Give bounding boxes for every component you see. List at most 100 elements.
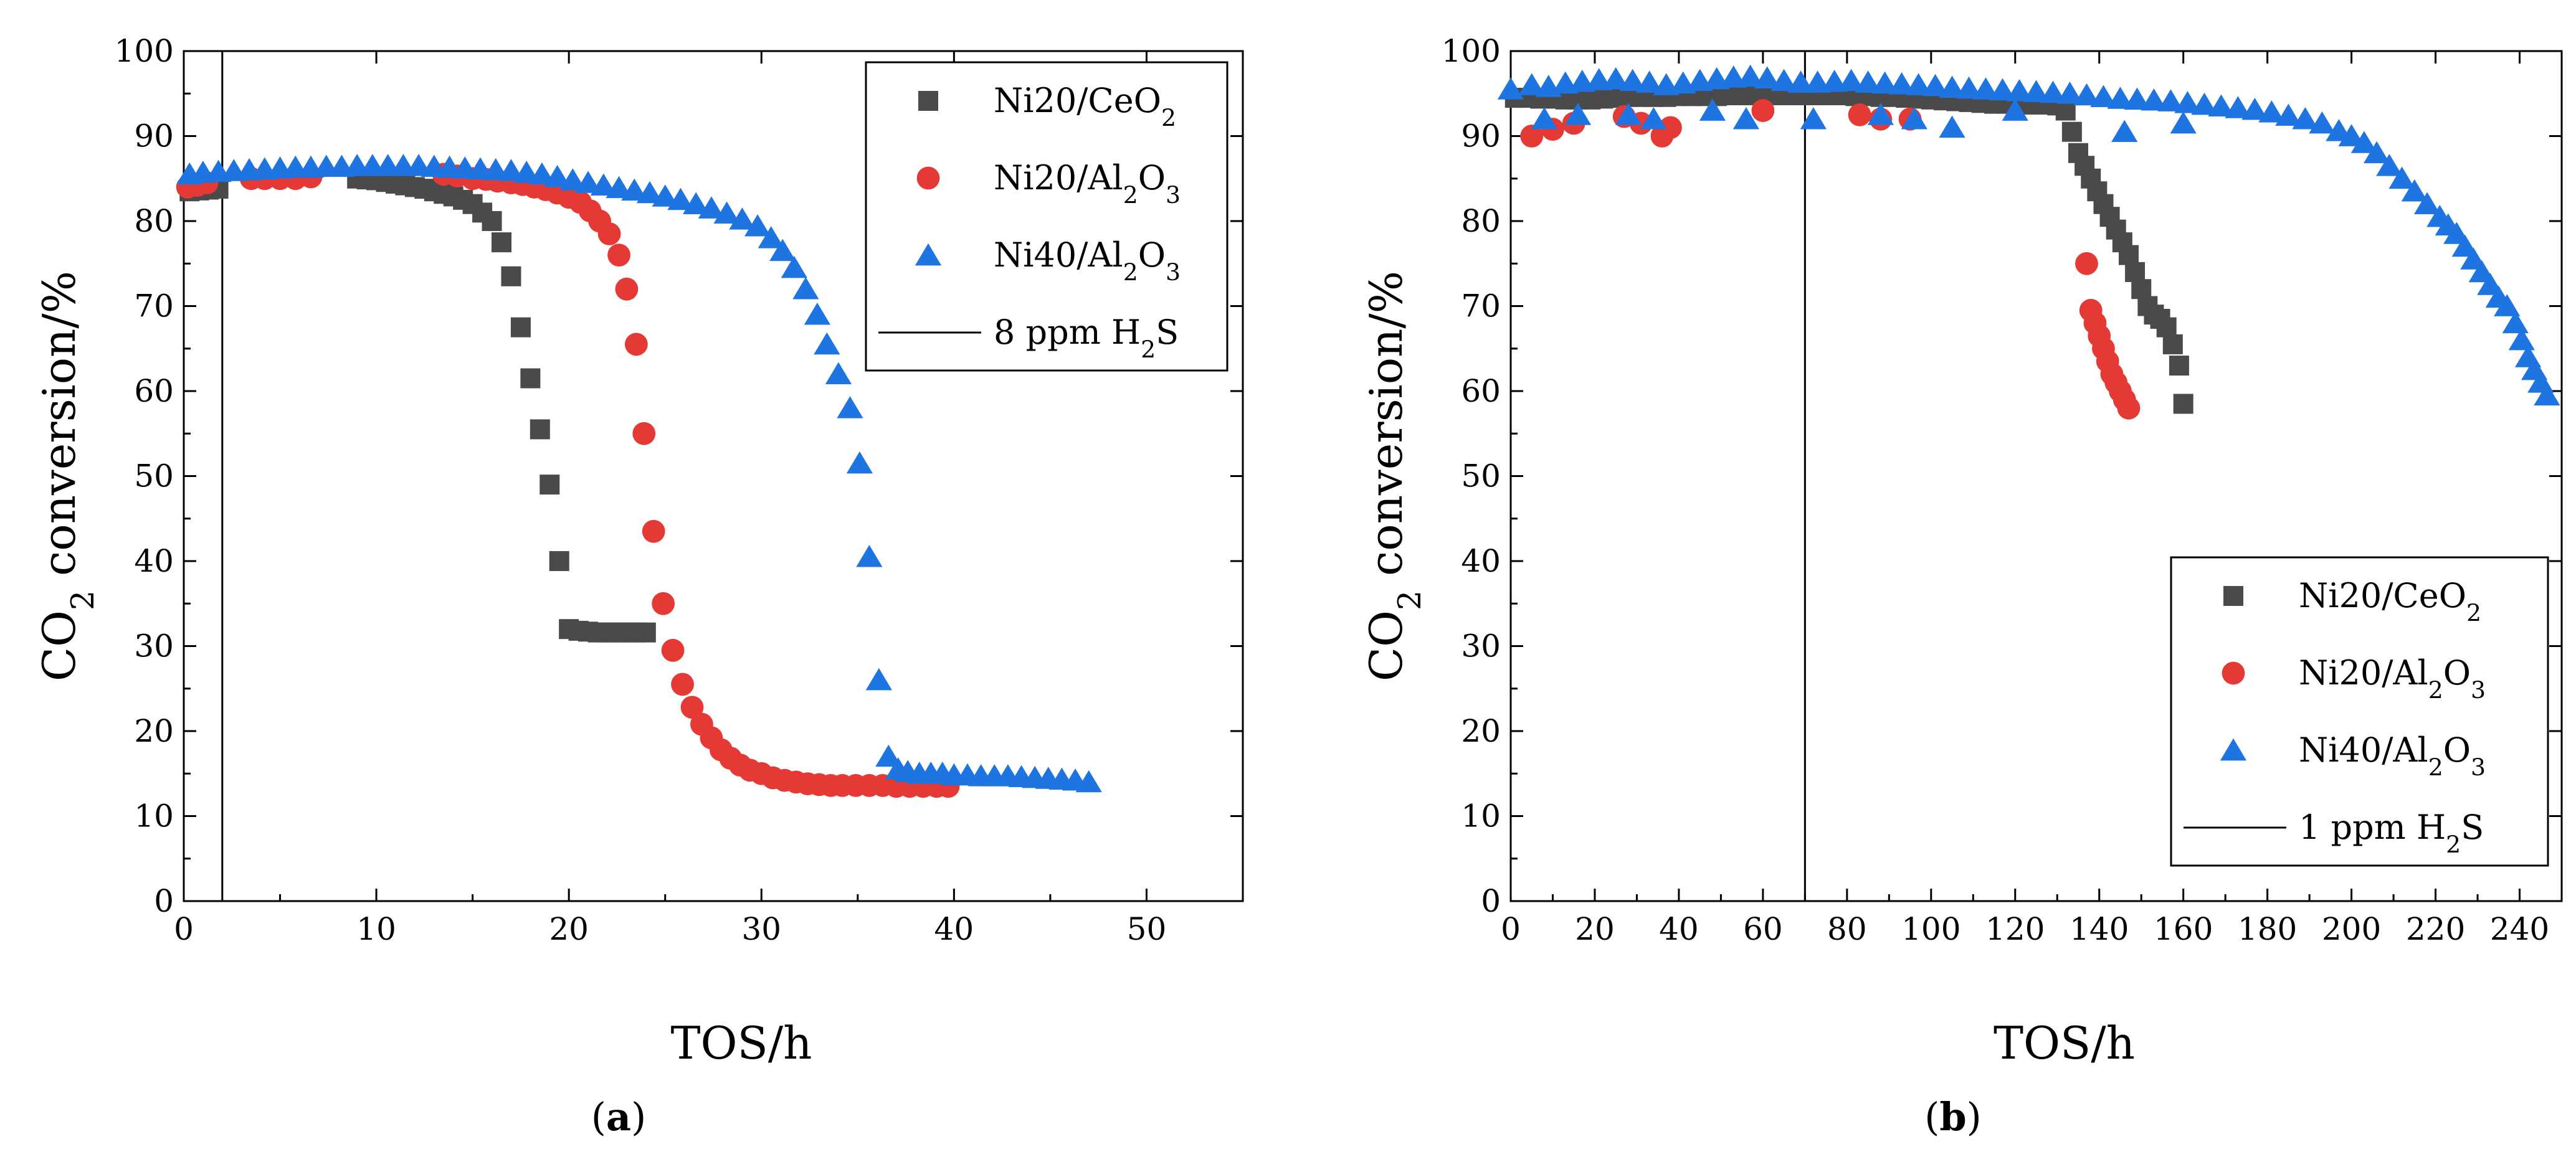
data-point xyxy=(1520,125,1544,148)
legend-label-prefix: Ni20/CeO xyxy=(994,81,1161,120)
data-point xyxy=(856,544,883,567)
legend-label-sub: 2 xyxy=(1123,258,1138,286)
data-point xyxy=(530,419,550,440)
data-point xyxy=(2350,131,2377,153)
x-tick-label: 0 xyxy=(1501,911,1521,947)
series-Ni20/Al2O3 xyxy=(176,163,960,798)
data-point xyxy=(1518,73,1545,95)
data-point xyxy=(1751,99,1775,122)
x-tick-label: 120 xyxy=(1985,911,2045,947)
data-point xyxy=(769,239,796,262)
data-point xyxy=(652,592,675,615)
data-point xyxy=(597,222,621,245)
data-point xyxy=(2401,179,2428,202)
data-point xyxy=(1956,76,1982,99)
data-point xyxy=(729,207,756,230)
legend-label-suffix: O xyxy=(1138,158,1166,197)
data-point xyxy=(683,192,710,215)
legend-box xyxy=(2170,556,2549,867)
legend-label: Ni20/CeO2 xyxy=(2299,576,2481,626)
legend-label-suffix: O xyxy=(1138,235,1166,275)
data-point xyxy=(636,181,663,204)
data-point xyxy=(2388,166,2415,189)
data-point xyxy=(1659,116,1682,139)
panel-paren-open: ( xyxy=(1924,1094,1939,1140)
panel-label: (a) xyxy=(591,1094,647,1140)
data-point xyxy=(1848,103,1871,126)
data-point xyxy=(713,201,740,224)
legend-label-prefix: Ni40/Al xyxy=(994,235,1123,275)
data-point xyxy=(1972,77,1999,100)
data-point xyxy=(661,638,685,662)
data-point xyxy=(2170,111,2197,134)
data-point xyxy=(2502,311,2529,334)
series-Ni40/Al2O3 xyxy=(176,154,1102,793)
data-point xyxy=(1615,103,1642,125)
legend-label-sub: 2 xyxy=(2428,676,2443,704)
data-point xyxy=(2006,78,2033,102)
x-tick-label: 100 xyxy=(1901,911,1961,947)
panel-paren-open: ( xyxy=(591,1094,606,1140)
x-tick-label: 200 xyxy=(2322,911,2381,947)
data-point xyxy=(1871,71,1898,94)
x-tick-label: 180 xyxy=(2238,911,2297,947)
legend-label-sub: 2 xyxy=(1161,104,1176,131)
data-point xyxy=(2075,252,2098,275)
legend-label: Ni20/Al2O3 xyxy=(2299,653,2486,704)
legend-label-prefix: Ni20/Al xyxy=(994,158,1123,197)
data-point xyxy=(2338,124,2365,146)
data-point xyxy=(1770,68,1797,92)
data-point xyxy=(2061,121,2082,142)
data-point xyxy=(621,178,648,201)
legend-label-prefix: Ni20/Al xyxy=(2299,653,2428,692)
data-point xyxy=(758,226,784,248)
y-tick-label: 20 xyxy=(1461,713,1501,749)
data-point xyxy=(2534,383,2560,406)
data-point xyxy=(804,302,831,325)
data-point xyxy=(2141,88,2167,111)
data-point xyxy=(544,164,571,187)
data-point xyxy=(1531,107,1558,130)
y-tick-label: 60 xyxy=(1461,373,1501,409)
data-point xyxy=(2241,97,2268,120)
y-tick-label: 30 xyxy=(134,628,174,664)
data-point xyxy=(2363,141,2390,164)
data-point xyxy=(1602,67,1629,90)
legend-label-suffix: S xyxy=(1156,313,1179,352)
data-point xyxy=(1905,73,1932,95)
y-tick-label: 70 xyxy=(134,288,174,324)
data-point xyxy=(528,162,556,185)
y-axis-title-suffix: conversion/% xyxy=(33,271,85,590)
y-tick-label: 90 xyxy=(1461,118,1501,154)
y-tick-label: 0 xyxy=(154,883,174,919)
data-point xyxy=(2191,92,2218,115)
data-point xyxy=(1564,103,1592,125)
y-tick-label: 60 xyxy=(134,373,174,409)
data-point xyxy=(2111,120,2138,142)
data-point xyxy=(865,668,892,691)
data-point xyxy=(510,317,531,338)
y-tick-label: 80 xyxy=(1461,203,1501,239)
data-point xyxy=(520,368,541,389)
y-tick-label: 90 xyxy=(134,118,174,154)
data-point xyxy=(2117,396,2141,420)
data-point xyxy=(846,451,873,474)
data-point xyxy=(2376,154,2403,176)
data-point xyxy=(1619,68,1646,92)
legend-label-sub: 2 xyxy=(2446,831,2461,858)
data-point xyxy=(837,396,863,418)
data-point xyxy=(2162,334,2183,354)
data-point xyxy=(671,673,694,696)
panel-letter: b xyxy=(1939,1094,1966,1140)
data-point xyxy=(652,184,678,207)
series-Ni20/CeO2 xyxy=(1504,85,2193,414)
data-point xyxy=(1699,98,1726,121)
data-point xyxy=(1737,64,1764,87)
data-point xyxy=(1075,770,1102,793)
data-point xyxy=(2292,107,2319,130)
legend-label-sub: 2 xyxy=(2466,599,2481,626)
legend-label-prefix: 1 ppm H xyxy=(2299,808,2446,847)
data-point xyxy=(2107,87,2134,109)
x-axis-title: TOS/h xyxy=(670,1017,812,1069)
